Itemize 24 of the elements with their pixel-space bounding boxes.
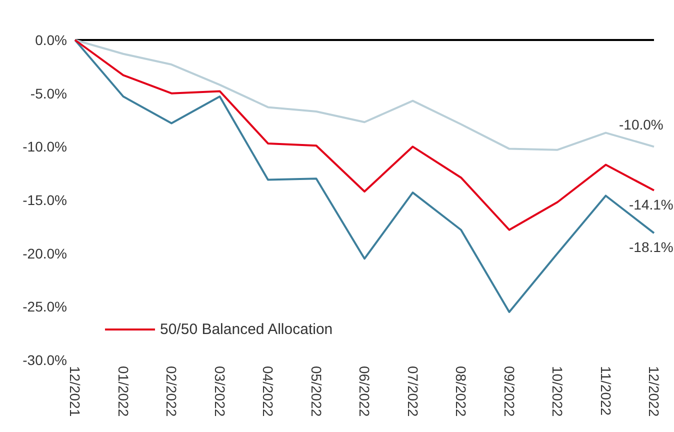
- x-tick-label: 08/2022: [453, 366, 469, 417]
- x-tick-label: 03/2022: [212, 366, 228, 417]
- y-tick-label: -15.0%: [22, 192, 67, 208]
- x-tick-label: 05/2022: [308, 366, 324, 417]
- x-tick-label: 07/2022: [404, 366, 421, 417]
- x-tick-label: 11/2022: [598, 366, 614, 416]
- x-tick-label: 01/2022: [115, 366, 132, 417]
- x-tick-label: 10/2022: [550, 366, 566, 417]
- x-tick-label: 12/2022: [646, 366, 662, 417]
- y-tick-label: -10.0%: [22, 138, 67, 155]
- x-tick-label: 04/2022: [260, 366, 276, 417]
- data-label: -14.1%: [629, 196, 674, 212]
- x-tick-label: 12/2021: [67, 366, 83, 417]
- x-tick-label: 02/2022: [164, 366, 180, 417]
- y-tick-label: 0.0%: [35, 32, 67, 48]
- y-tick-label: -5.0%: [30, 85, 67, 102]
- y-tick-label: -20.0%: [22, 245, 67, 262]
- x-tick-label: 09/2022: [501, 366, 518, 417]
- data-label: -10.0%: [619, 116, 664, 133]
- x-tick-label: 06/2022: [356, 366, 372, 417]
- y-tick-label: -30.0%: [22, 352, 67, 368]
- legend-label: 50/50 Balanced Allocation: [160, 321, 333, 338]
- data-label: -18.1%: [629, 239, 674, 256]
- y-tick-label: -25.0%: [22, 298, 67, 315]
